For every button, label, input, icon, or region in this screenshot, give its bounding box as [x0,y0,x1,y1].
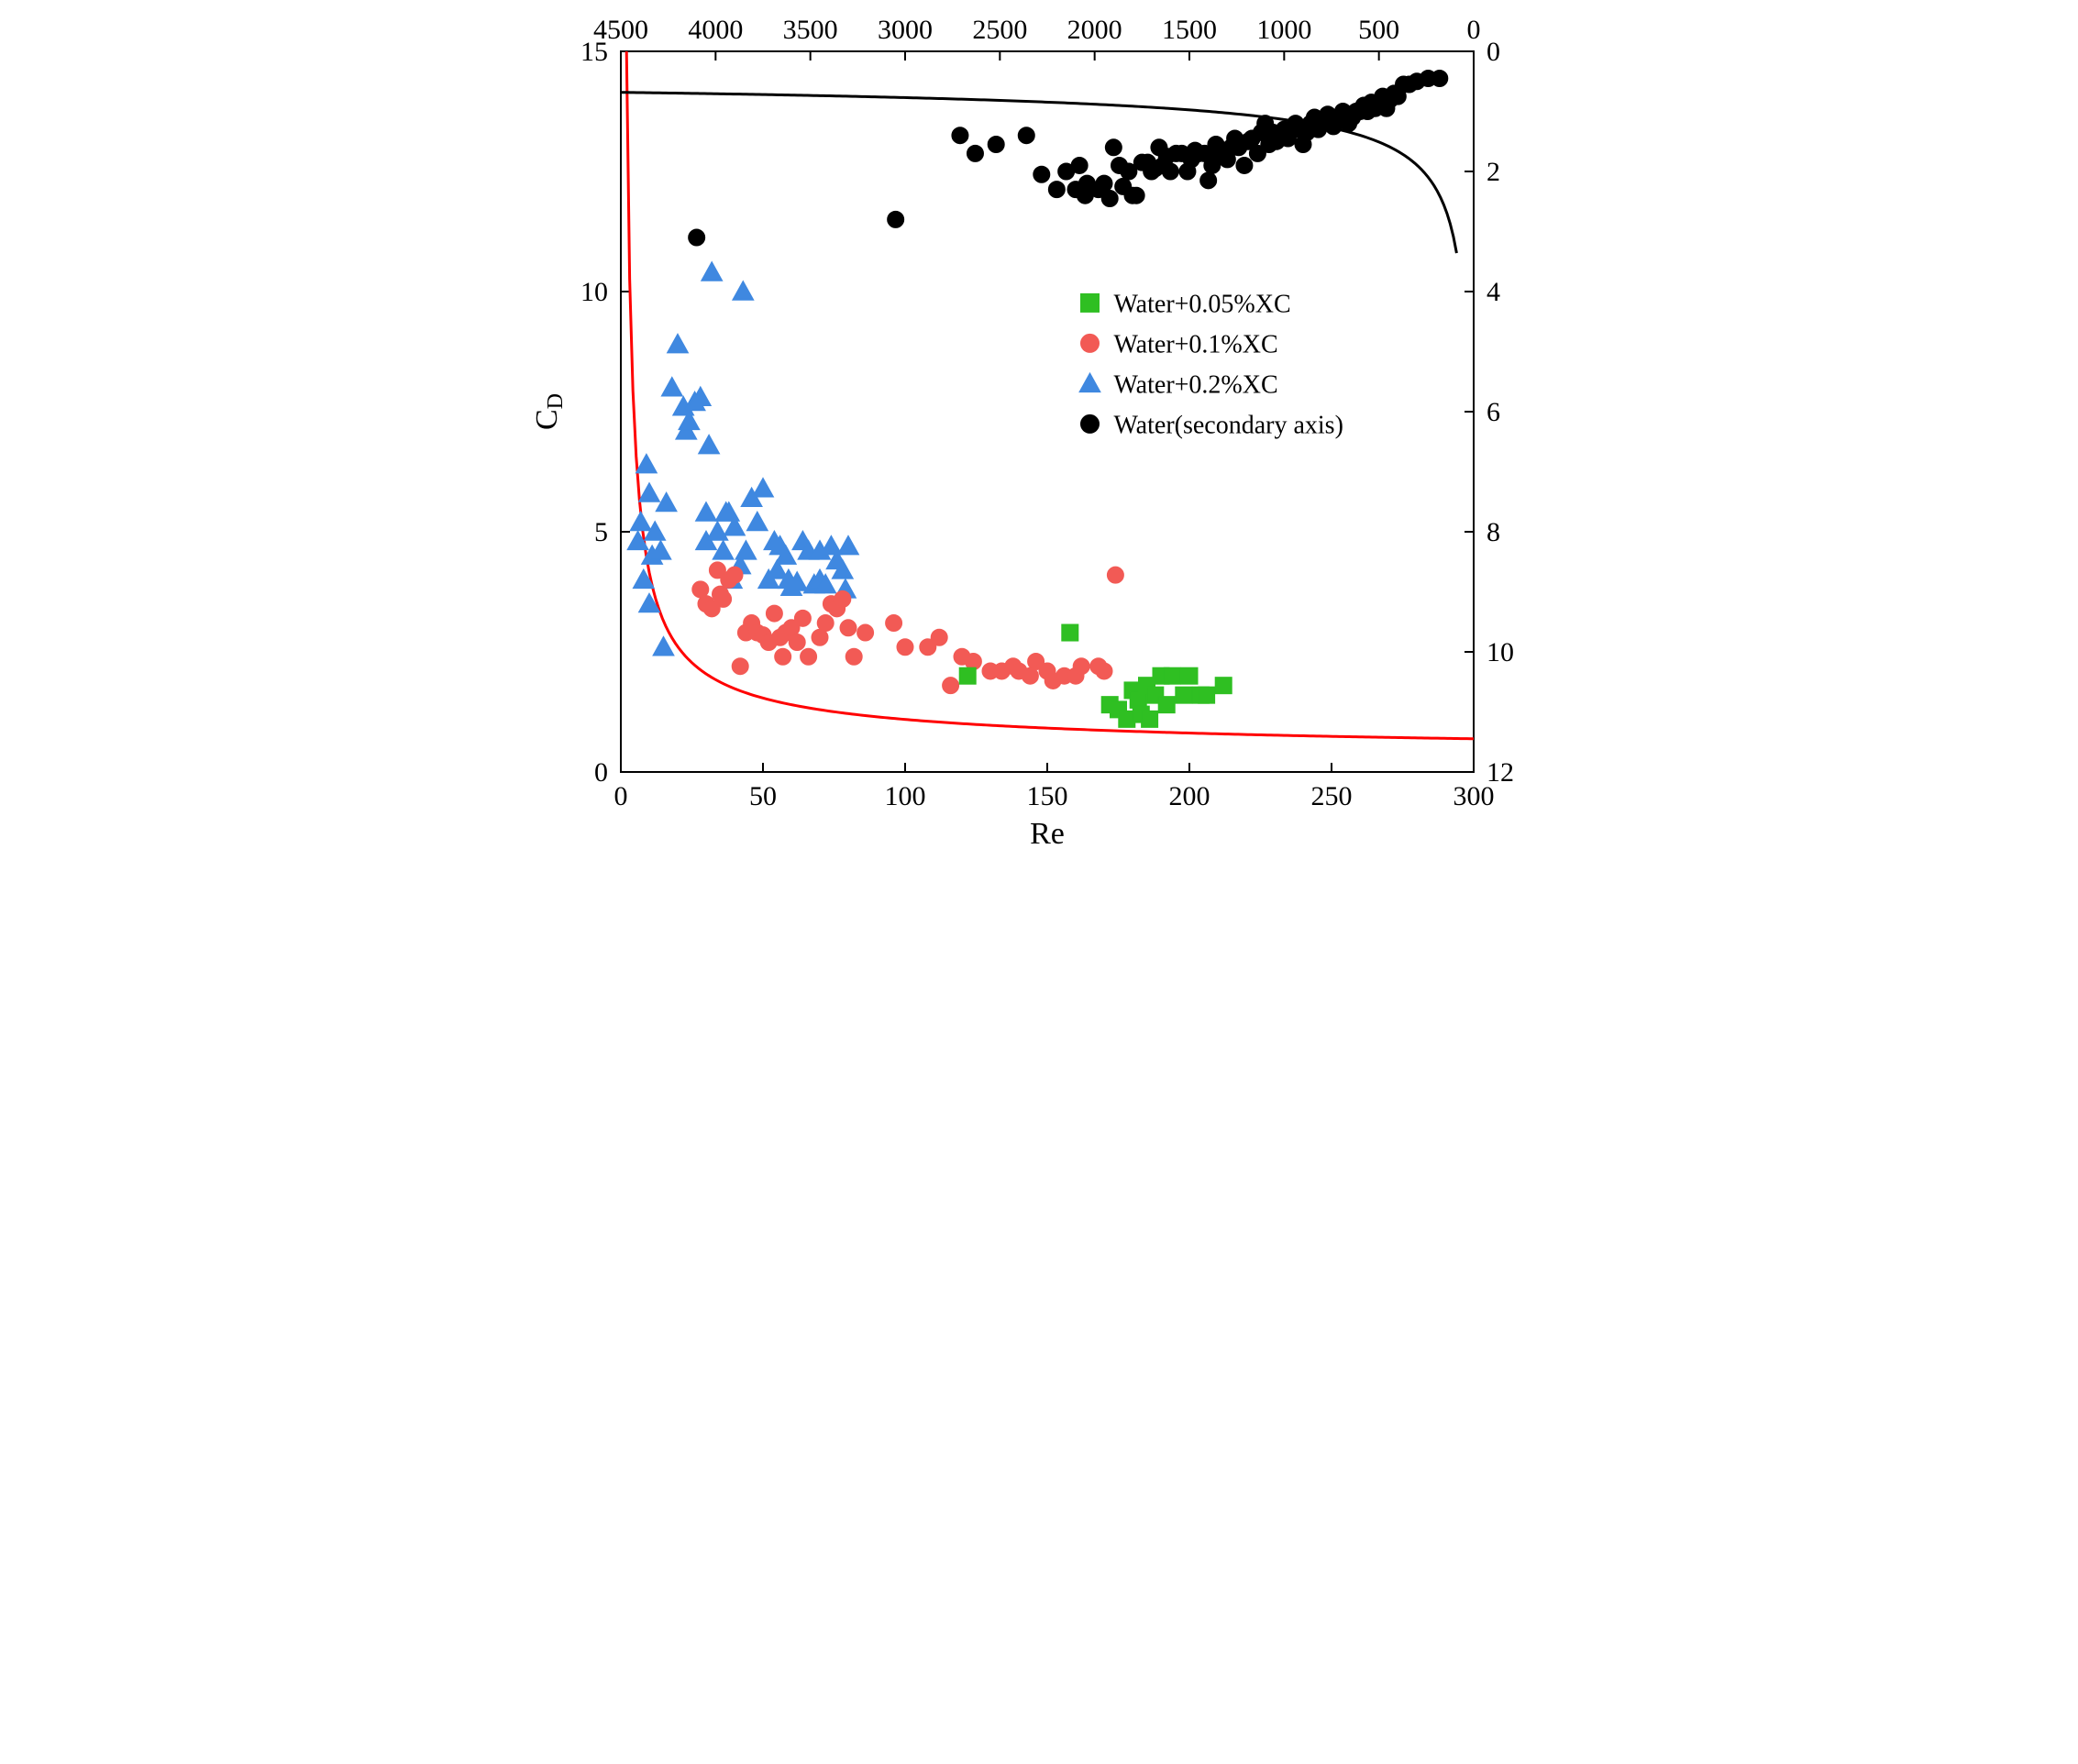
svg-text:200: 200 [1168,781,1210,811]
series [691,562,1123,694]
svg-text:10: 10 [580,277,608,307]
series [627,262,858,656]
svg-text:8: 8 [1487,517,1500,547]
svg-text:6: 6 [1487,397,1500,427]
svg-text:50: 50 [749,781,777,811]
svg-text:1500: 1500 [1162,15,1217,45]
svg-text:Water(secondary axis): Water(secondary axis) [1113,411,1343,439]
svg-text:0: 0 [1466,15,1480,45]
svg-text:0: 0 [613,781,627,811]
svg-text:Water+0.2%XC: Water+0.2%XC [1113,370,1277,399]
svg-text:0: 0 [594,757,608,788]
svg-text:2000: 2000 [1067,15,1122,45]
drag-coefficient-chart: 050100150200250300Re45004000350030002500… [520,0,1559,882]
svg-text:Water+0.05%XC: Water+0.05%XC [1113,290,1290,318]
svg-text:1000: 1000 [1256,15,1311,45]
chart-svg: 050100150200250300Re45004000350030002500… [520,0,1559,882]
svg-text:3000: 3000 [878,15,933,45]
svg-text:Water+0.1%XC: Water+0.1%XC [1113,330,1277,358]
svg-text:100: 100 [884,781,925,811]
svg-text:4: 4 [1487,277,1500,307]
svg-text:3500: 3500 [782,15,837,45]
svg-text:4000: 4000 [688,15,743,45]
svg-text:Re: Re [1030,817,1065,851]
svg-text:10: 10 [1487,637,1514,667]
svg-text:5: 5 [594,517,608,547]
svg-text:500: 500 [1358,15,1399,45]
svg-text:12: 12 [1487,757,1514,788]
svg-text:150: 150 [1026,781,1067,811]
legend: Water+0.05%XC Water+0.1%XC Water+0.2%XC Wat… [1079,290,1343,439]
svg-text:CD: CD [530,393,568,430]
svg-text:2500: 2500 [972,15,1027,45]
svg-text:250: 250 [1310,781,1352,811]
svg-text:15: 15 [580,37,608,67]
svg-text:0: 0 [1487,37,1500,67]
svg-text:2: 2 [1487,157,1500,187]
